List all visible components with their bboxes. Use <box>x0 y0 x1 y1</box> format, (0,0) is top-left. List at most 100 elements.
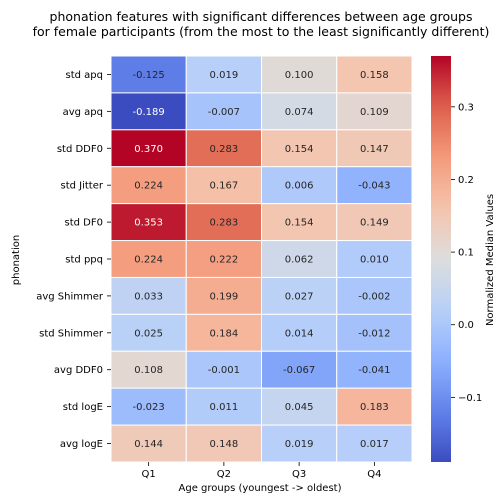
heatmap-cell <box>185 203 262 242</box>
heatmap-cell <box>261 55 338 94</box>
y-tick-labels: std apq avg apq std DDF0 std Jitter std DF0 s… <box>36 70 111 450</box>
cell-value-label: 0.184 <box>210 328 239 339</box>
cell-value-label: 0.019 <box>285 439 314 450</box>
cell-value-label: 0.283 <box>210 144 239 155</box>
chart-title-line-2: for female participants (from the most t… <box>33 24 490 39</box>
colorbar-tick-label: 0.1 <box>458 248 474 259</box>
colorbar-tick-label: −0.1 <box>458 393 482 404</box>
colorbar: −0.1 0.0 0.1 0.2 0.3 <box>431 56 482 462</box>
cell-value-label: 0.019 <box>210 70 239 81</box>
cell-value-label: 0.183 <box>360 402 389 413</box>
heatmap-cell <box>110 240 187 278</box>
cell-value-label: 0.006 <box>285 181 314 192</box>
heatmap-cell <box>336 129 413 168</box>
colorbar-gradient <box>431 56 451 462</box>
y-tick-label: avg logE <box>60 439 103 450</box>
cell-value-label: 0.144 <box>134 439 163 450</box>
heatmap-cell <box>336 55 413 94</box>
y-tick-label: std DDF0 <box>57 144 103 155</box>
heatmap-cell <box>185 166 262 205</box>
x-tick-label: Q4 <box>367 469 381 480</box>
cell-value-label: 0.199 <box>210 291 239 302</box>
heatmap-cell <box>336 92 413 131</box>
cell-value-label: -0.125 <box>133 70 165 81</box>
cell-value-label: 0.108 <box>134 365 163 376</box>
cell-value-label: -0.189 <box>133 107 165 118</box>
heatmap-cells: -0.125 0.019 0.100 0.158 -0.189 -0.007 0.074 0.… <box>110 55 413 463</box>
colorbar-tick-label: 0.3 <box>458 102 474 113</box>
cell-value-label: -0.067 <box>283 365 315 376</box>
cell-value-label: 0.147 <box>360 144 389 155</box>
cell-value-label: -0.007 <box>208 107 240 118</box>
y-tick-label: std logE <box>63 402 103 413</box>
cell-value-label: 0.017 <box>360 439 389 450</box>
heatmap-cell <box>185 129 262 168</box>
y-tick-label: avg DDF0 <box>54 365 103 376</box>
y-tick-label: avg Shimmer <box>36 291 104 302</box>
chart-title-line-1: phonation features with significant diff… <box>50 9 473 24</box>
heatmap-cell <box>261 424 338 463</box>
cell-value-label: 0.149 <box>360 218 389 229</box>
heatmap-cell <box>261 313 338 352</box>
heatmap-cell <box>336 424 413 463</box>
heatmap-cell <box>185 424 262 463</box>
cell-value-label: 0.014 <box>285 328 314 339</box>
heatmap-cell <box>336 350 413 389</box>
x-tick-label: Q3 <box>292 469 306 480</box>
heatmap-cell <box>336 203 413 242</box>
cell-value-label: 0.224 <box>134 255 163 266</box>
y-tick-label: avg apq <box>63 107 103 118</box>
cell-value-label: 0.224 <box>134 181 163 192</box>
colorbar-tick-label: 0.0 <box>458 320 474 331</box>
cell-value-label: 0.109 <box>360 107 389 118</box>
cell-value-label: 0.011 <box>210 402 239 413</box>
cell-value-label: 0.353 <box>134 218 163 229</box>
y-axis-label: phonation <box>11 235 22 285</box>
cell-value-label: 0.027 <box>285 291 314 302</box>
y-tick-label: std ppq <box>65 255 103 266</box>
cell-value-label: 0.045 <box>285 402 314 413</box>
heatmap-cell <box>261 203 338 242</box>
y-tick-label: std Shimmer <box>39 328 104 339</box>
heatmap-cell <box>336 387 413 426</box>
heatmap-cell <box>185 55 262 94</box>
cell-value-label: -0.041 <box>358 365 390 376</box>
y-tick-label: std apq <box>66 70 103 81</box>
cell-value-label: -0.001 <box>208 365 240 376</box>
cell-value-label: -0.043 <box>358 181 390 192</box>
heatmap-cell <box>336 276 413 315</box>
cell-value-label: 0.148 <box>210 439 239 450</box>
heatmap-cell <box>336 240 413 278</box>
heatmap-cell <box>261 240 338 278</box>
cell-value-label: 0.158 <box>360 70 389 81</box>
cell-value-label: 0.062 <box>285 255 314 266</box>
heatmap-cell <box>110 313 187 352</box>
cell-value-label: -0.012 <box>358 328 390 339</box>
cell-value-label: 0.033 <box>134 291 163 302</box>
heatmap-cell <box>110 387 187 426</box>
cell-value-label: 0.283 <box>210 218 239 229</box>
cell-value-label: 0.010 <box>360 255 389 266</box>
heatmap-cell <box>185 240 262 278</box>
colorbar-tick-label: 0.2 <box>458 175 474 186</box>
cell-value-label: 0.074 <box>285 107 314 118</box>
heatmap-cell <box>261 387 338 426</box>
heatmap-cell <box>110 55 187 94</box>
heatmap-cell <box>185 92 262 131</box>
cell-value-label: -0.002 <box>358 291 390 302</box>
x-tick-label: Q2 <box>217 469 231 480</box>
y-tick-label: std Jitter <box>61 181 104 192</box>
x-axis-label: Age groups (youngest -> oldest) <box>179 483 342 494</box>
heatmap-cell <box>261 276 338 315</box>
heatmap-cell <box>336 166 413 205</box>
cell-value-label: -0.023 <box>133 402 165 413</box>
cell-value-label: 0.167 <box>210 181 239 192</box>
cell-value-label: 0.154 <box>285 218 314 229</box>
cell-value-label: 0.370 <box>134 144 163 155</box>
x-tick-labels: Q1 Q2 Q3 Q4 <box>142 462 381 480</box>
y-tick-label: std DF0 <box>65 218 103 229</box>
x-tick-label: Q1 <box>142 469 156 480</box>
colorbar-label: Normalized Median Values <box>485 194 496 326</box>
cell-value-label: 0.222 <box>210 255 239 266</box>
